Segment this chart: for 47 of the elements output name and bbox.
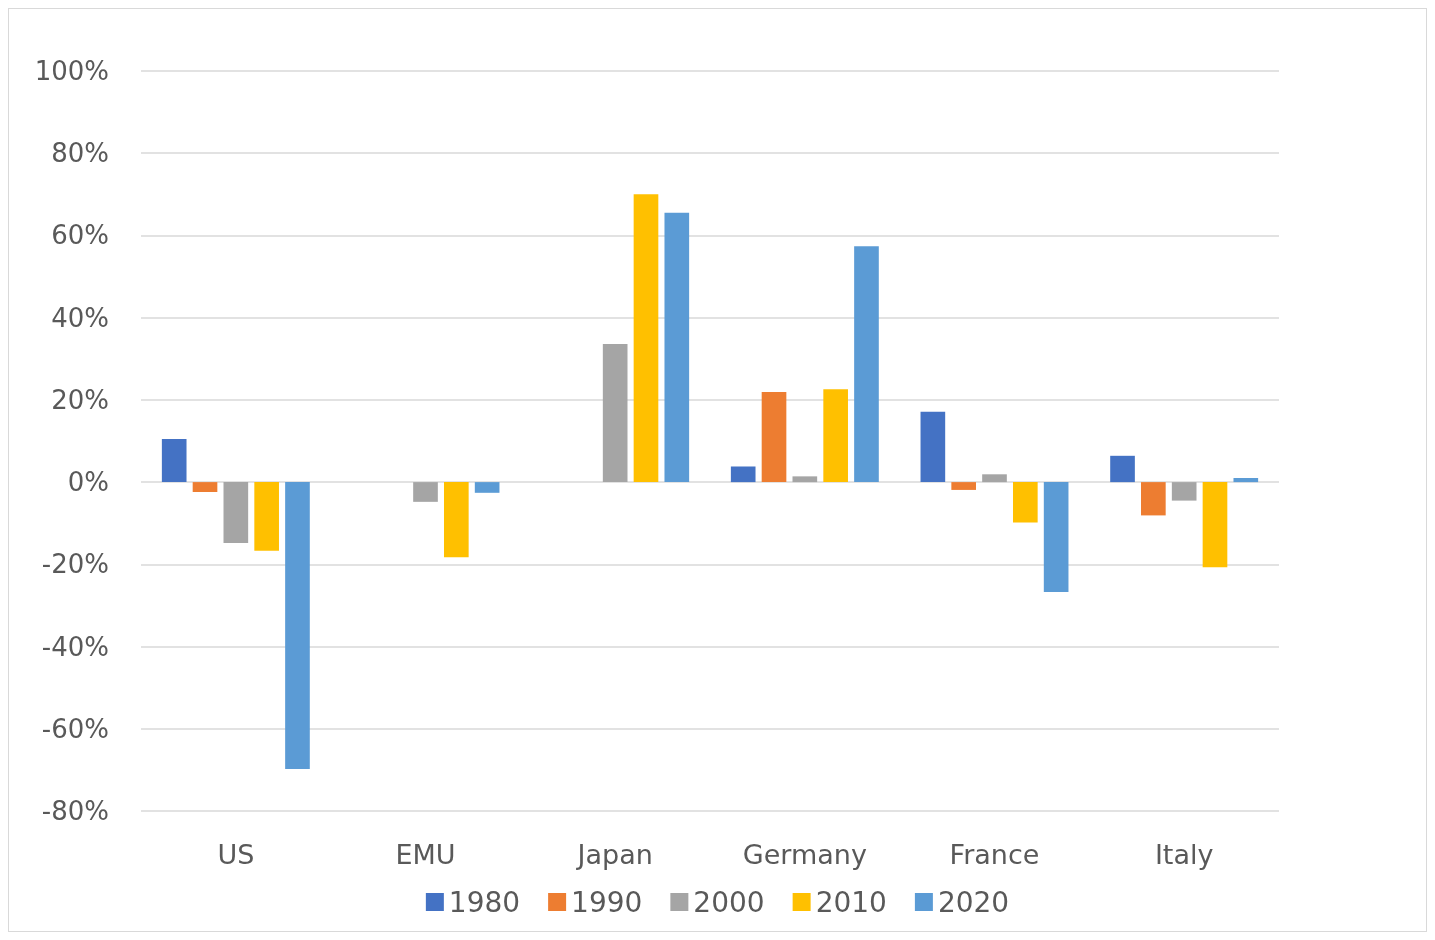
bar bbox=[920, 411, 946, 483]
y-tick-label: 80% bbox=[51, 138, 109, 169]
y-tick-label: 40% bbox=[51, 302, 109, 333]
bar bbox=[285, 482, 310, 770]
y-tick-label: 20% bbox=[51, 384, 109, 415]
bar bbox=[474, 482, 500, 493]
bar bbox=[192, 482, 218, 492]
bar bbox=[761, 392, 787, 483]
bar bbox=[1202, 482, 1228, 568]
bar bbox=[633, 194, 659, 483]
y-tick-label: -80% bbox=[41, 796, 109, 826]
y-tick-label: 100% bbox=[34, 56, 109, 86]
x-tick-label: Germany bbox=[742, 839, 867, 870]
bar bbox=[792, 476, 818, 483]
bar bbox=[413, 482, 438, 502]
bar bbox=[664, 212, 690, 483]
y-tick-label: 0% bbox=[67, 467, 109, 498]
bar bbox=[730, 466, 756, 483]
bar bbox=[1233, 478, 1259, 483]
legend-label: 2010 bbox=[815, 885, 887, 919]
legend-label: 2020 bbox=[937, 885, 1010, 919]
bar bbox=[1110, 455, 1135, 483]
bar bbox=[161, 438, 187, 483]
y-tick-label: -40% bbox=[41, 631, 109, 662]
bar bbox=[854, 246, 879, 483]
bar bbox=[1141, 482, 1166, 516]
bar bbox=[602, 343, 628, 483]
x-tick-label: Japan bbox=[575, 839, 653, 870]
bar bbox=[1043, 482, 1069, 592]
x-tick-label: Italy bbox=[1154, 839, 1214, 870]
legend-label: 2000 bbox=[693, 885, 765, 919]
bar bbox=[443, 482, 469, 558]
x-tick-label: France bbox=[949, 839, 1040, 870]
bar bbox=[951, 482, 977, 490]
bar bbox=[1012, 482, 1038, 523]
y-tick-label: -60% bbox=[41, 713, 109, 744]
y-tick-label: 60% bbox=[51, 220, 109, 251]
legend-label: 1980 bbox=[448, 885, 521, 919]
x-tick-label: US bbox=[217, 839, 255, 870]
bar bbox=[1171, 482, 1197, 501]
y-tick-label: -20% bbox=[41, 549, 109, 580]
bar bbox=[823, 389, 848, 483]
legend-label: 1990 bbox=[571, 885, 643, 919]
bar bbox=[223, 482, 249, 543]
bar bbox=[982, 474, 1007, 483]
bar bbox=[254, 482, 279, 551]
x-tick-label: EMU bbox=[395, 839, 456, 870]
